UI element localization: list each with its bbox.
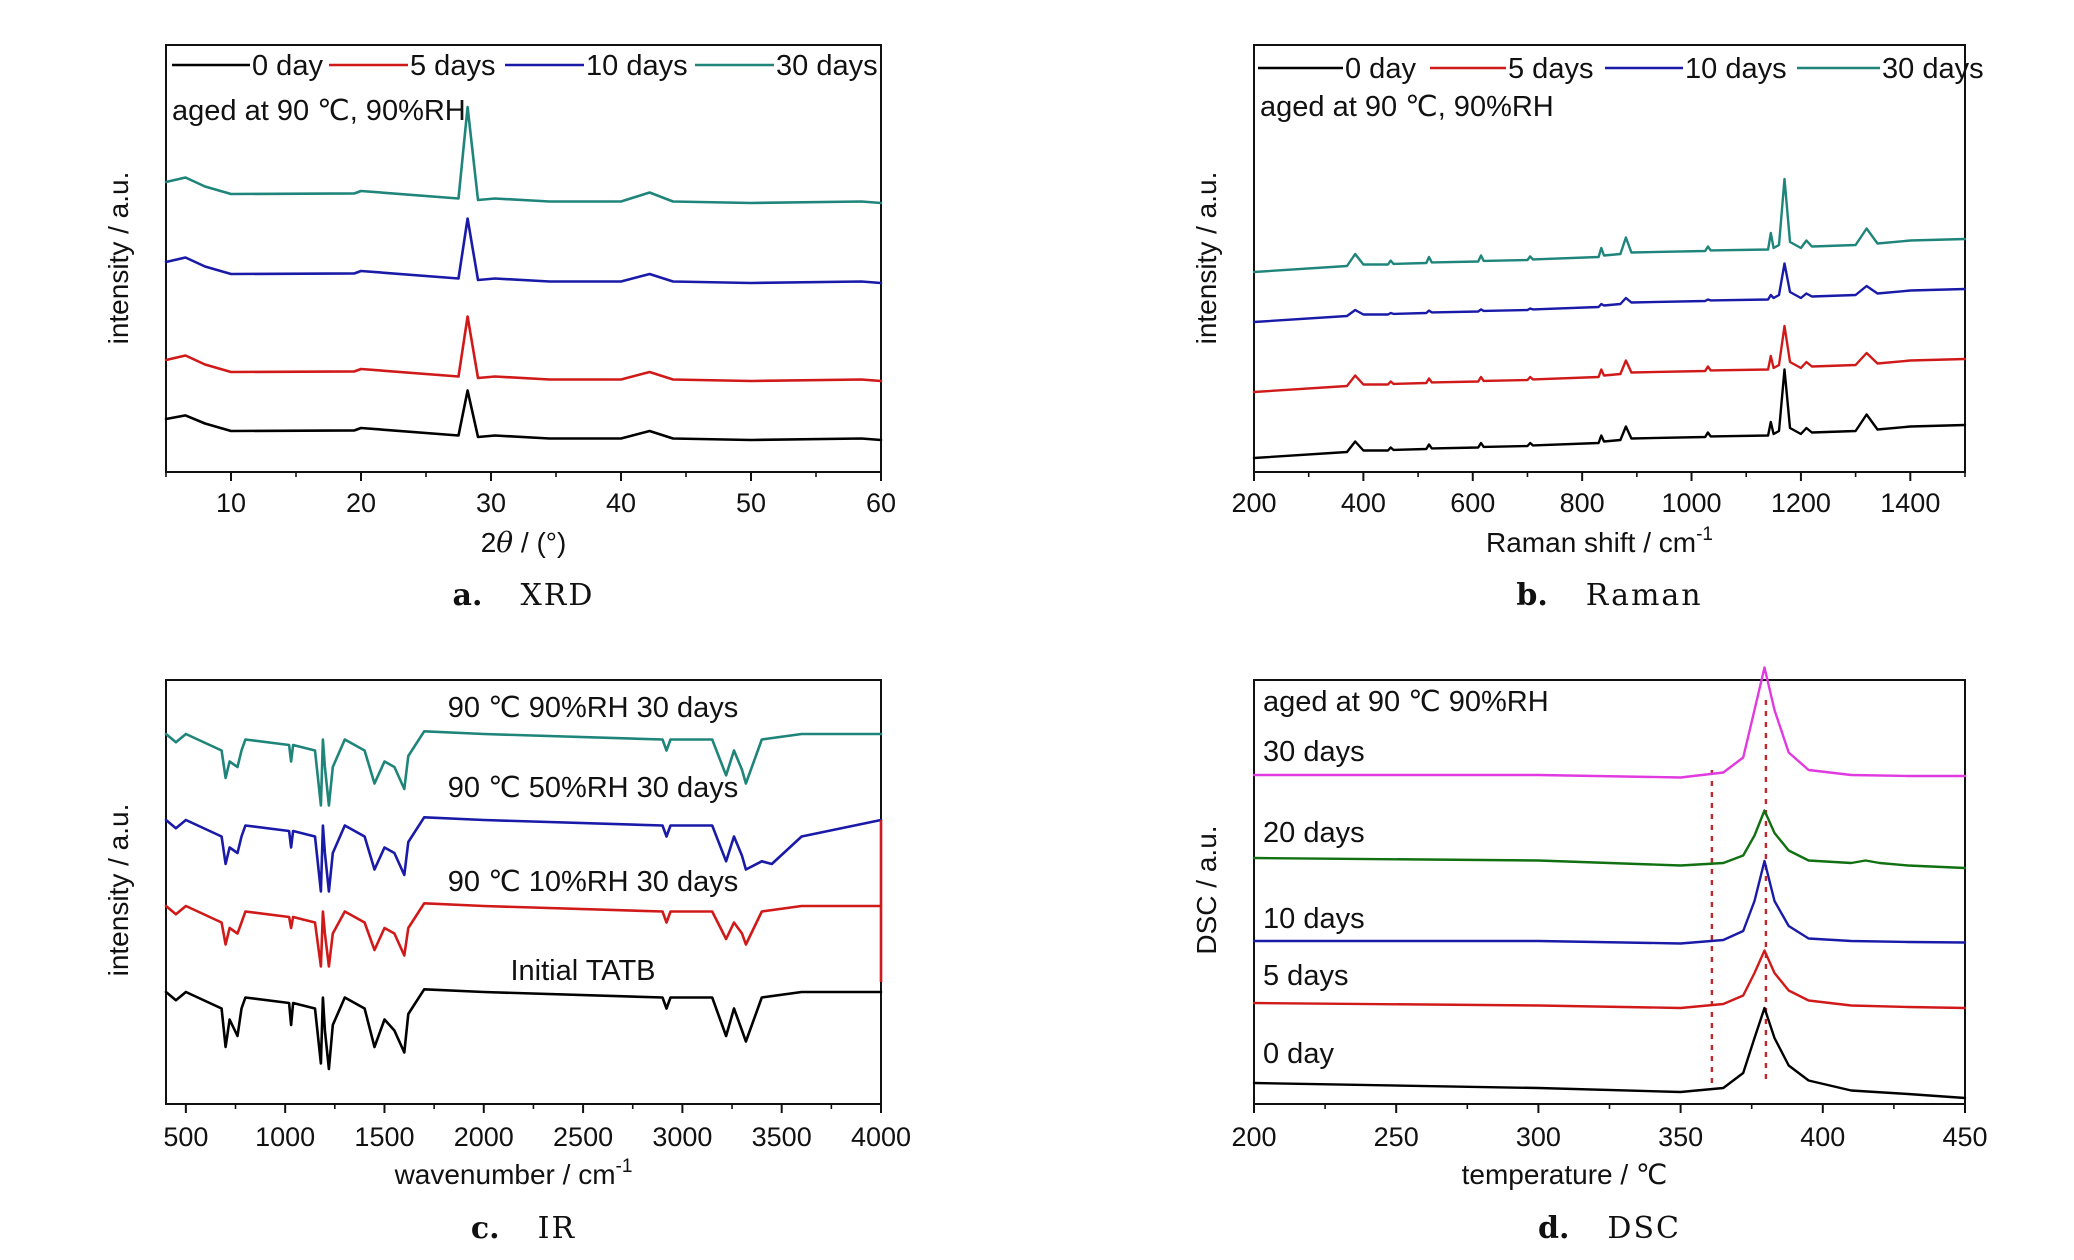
x-tick-label: 60 (866, 488, 896, 518)
dsc-panel: 200 250 300 350 400 450 DSC / a.u. d. DSC 0 day 5 … (1191, 666, 1988, 1246)
x-axis-label-sup: -1 (616, 1156, 633, 1177)
x-axis-label: 2θ / (°) (481, 526, 567, 559)
legend-entry: 30 days (776, 50, 878, 82)
x-tick-label: 20 (346, 488, 376, 518)
panel-letter: c. (471, 1211, 500, 1246)
series-label: 90 ℃ 10%RH 30 days (448, 866, 739, 898)
plot-frame (1253, 44, 1966, 473)
series-line-10-days (164, 217, 883, 285)
legend-entry: 0 day (252, 50, 323, 82)
x-axis-label: Raman shift / cm-1 (1486, 524, 1713, 558)
x-tick-label: 600 (1450, 488, 1495, 518)
x-tick-label: 40 (606, 488, 636, 518)
panel-caption: c. IR (471, 1211, 576, 1246)
x-tick-label: 1400 (1880, 488, 1940, 518)
series-line-30-days (1252, 666, 1967, 779)
x-tick-label: 2500 (553, 1122, 613, 1152)
legend-entry: 0 day (1345, 53, 1416, 85)
x-axis-label-sup: -1 (1696, 524, 1713, 545)
series-label: 90 ℃ 50%RH 30 days (448, 772, 739, 804)
series-label: 90 ℃ 90%RH 30 days (448, 692, 739, 724)
x-axis-label-main: wavenumber / cm (394, 1159, 616, 1190)
series-line-20-days (1252, 809, 1967, 870)
x-axis-label: temperature / ℃ (1462, 1159, 1668, 1190)
series-line-90-50-rh-30-days (164, 815, 883, 893)
x-tick-label: 200 (1231, 1122, 1276, 1152)
y-axis-label: intensity / a.u. (1191, 172, 1222, 345)
series-label: Initial TATB (510, 955, 655, 987)
series-label: 10 days (1263, 903, 1365, 935)
panel-title: Raman (1586, 578, 1703, 613)
plot-frame (165, 44, 882, 473)
series-label: 0 day (1263, 1038, 1334, 1070)
series-line-10-days (1252, 859, 1967, 945)
x-tick-label: 4000 (851, 1122, 911, 1152)
y-axis-label: intensity / a.u. (103, 804, 134, 977)
x-tick-label: 350 (1658, 1122, 1703, 1152)
series-label: 20 days (1263, 817, 1365, 849)
x-tick-label: 2000 (454, 1122, 514, 1152)
x-tick-label: 1000 (1661, 488, 1721, 518)
panel-title: DSC (1607, 1211, 1681, 1246)
series-label: 30 days (1263, 736, 1365, 768)
legend-entry: 5 days (410, 50, 495, 82)
x-axis-label-main: Raman shift / cm (1486, 527, 1696, 558)
x-tick-label: 200 (1231, 488, 1276, 518)
x-tick-label: 50 (736, 488, 766, 518)
series-line-5-days (164, 315, 883, 383)
panel-caption: a. XRD (453, 578, 595, 613)
legend-entry: 5 days (1508, 53, 1593, 85)
y-axis-label: DSC / a.u. (1191, 825, 1222, 954)
series-label: 5 days (1263, 960, 1348, 992)
annotation: aged at 90 ℃ 90%RH (1263, 686, 1549, 718)
panel-title: XRD (520, 578, 594, 613)
x-tick-label: 3500 (752, 1122, 812, 1152)
x-tick-label: 400 (1800, 1122, 1845, 1152)
xrd-panel: 10 20 30 40 50 60 intensity / a.u. a. XRD 0 day 5 … (103, 44, 896, 613)
series-line-0-day (1252, 1006, 1967, 1100)
panel-letter: b. (1516, 578, 1547, 613)
x-axis-label-symbol: θ (496, 526, 513, 559)
x-tick-label: 300 (1516, 1122, 1561, 1152)
x-axis-label: wavenumber / cm-1 (394, 1156, 633, 1190)
annotation: aged at 90 ℃, 90%RH (1260, 91, 1554, 123)
y-axis-label: intensity / a.u. (103, 172, 134, 345)
series-line-5-days (1252, 324, 1967, 394)
series-line-0-day (164, 389, 883, 442)
raman-panel: 200 400 600 800 1000 1200 1400 intensity / a.u.… (1191, 44, 1984, 613)
x-tick-label: 400 (1341, 488, 1386, 518)
series-line-30-days (164, 105, 883, 205)
x-tick-label: 450 (1942, 1122, 1987, 1152)
legend-entry: 10 days (1685, 53, 1787, 85)
series-line-30-days (1252, 177, 1967, 274)
x-tick-label: 10 (216, 488, 246, 518)
series-line-90-90-rh-30-days (164, 729, 883, 807)
x-tick-label: 250 (1374, 1122, 1419, 1152)
ir-panel: 500 1000 1500 2000 2500 3000 3500 4000 intensity… (103, 679, 911, 1246)
panel-letter: d. (1538, 1211, 1569, 1246)
panel-title: IR (538, 1211, 576, 1246)
legend-entry: 30 days (1882, 53, 1984, 85)
panel-caption: b. Raman (1516, 578, 1702, 613)
x-tick-label: 1000 (255, 1122, 315, 1152)
x-axis-label-main: 2 (481, 527, 497, 558)
series-line-10-days (1252, 262, 1967, 324)
series-line-0-day (1252, 368, 1967, 460)
panel-caption: d. DSC (1538, 1211, 1681, 1246)
x-axis-label-unit: / (°) (513, 527, 566, 558)
x-tick-label: 3000 (652, 1122, 712, 1152)
x-tick-label: 1200 (1771, 488, 1831, 518)
x-tick-label: 500 (163, 1122, 208, 1152)
x-tick-label: 1500 (354, 1122, 414, 1152)
series-line-initial-tatb (164, 987, 883, 1071)
annotation: aged at 90 ℃, 90%RH (172, 95, 466, 127)
legend-entry: 10 days (586, 50, 688, 82)
series-line-90-10-rh-30-days (164, 901, 883, 968)
series-line-5-days (1252, 949, 1967, 1010)
x-tick-label: 30 (476, 488, 506, 518)
x-tick-label: 800 (1560, 488, 1605, 518)
panel-letter: a. (453, 578, 483, 613)
